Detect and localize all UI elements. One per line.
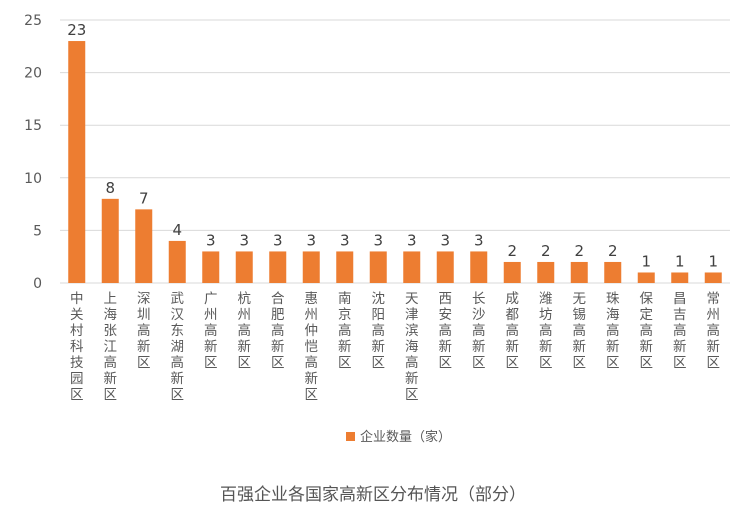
data-label: 7	[139, 189, 149, 207]
legend-label: 企业数量（家）	[360, 429, 451, 445]
bar	[403, 251, 421, 283]
category-label: 保定高新区	[640, 291, 654, 371]
data-label: 8	[105, 179, 115, 197]
data-labels: 23 8 7 4 3 3 3 3 3 3 3 3 3 2 2 2 2 1 1 1	[67, 21, 718, 270]
legend: 企业数量（家）	[346, 429, 451, 445]
bar	[537, 261, 555, 283]
category-label: 无锡高新区	[573, 291, 587, 371]
x-axis-categories: 中关村科技园区 上海张江高新区 深圳高新区 武汉东湖高新区 广州高新区 杭州高新区 合肥高新…	[70, 291, 720, 403]
category-label: 天津滨海高新区	[405, 291, 419, 403]
category-label: 武汉东湖高新区	[171, 291, 185, 403]
category-label: 杭州高新区	[238, 291, 252, 371]
y-tick-label: 25	[24, 13, 42, 29]
category-label: 深圳高新区	[137, 291, 151, 371]
bar	[235, 251, 253, 283]
category-label: 合肥高新区	[271, 291, 285, 371]
bar	[436, 251, 454, 283]
figure-caption: 百强企业各国家高新区分布情况（部分）	[220, 485, 526, 505]
data-label: 2	[574, 242, 584, 260]
category-label: 广州高新区	[204, 291, 218, 371]
bar	[604, 261, 622, 283]
data-label: 3	[273, 231, 283, 249]
bar	[336, 251, 354, 283]
y-tick-label: 10	[24, 171, 42, 187]
data-label: 3	[440, 231, 450, 249]
data-label: 1	[641, 252, 651, 270]
y-tick-label: 20	[24, 66, 42, 82]
data-label: 4	[172, 221, 182, 239]
gridlines	[60, 19, 730, 284]
data-label: 3	[474, 231, 484, 249]
data-label: 3	[206, 231, 216, 249]
bar	[168, 240, 186, 283]
category-label: 昌吉高新区	[673, 291, 687, 371]
bar	[503, 261, 521, 283]
data-label: 23	[67, 21, 86, 39]
bar	[101, 198, 119, 283]
bar	[302, 251, 320, 283]
data-label: 3	[373, 231, 383, 249]
bar-chart: 0 5 10 15 20 25 23 8 7 4 3 3 3 3 3 3 3 3 3 2 2 2 2 1 1 1 中关村科技园区…	[24, 13, 730, 445]
bar	[135, 209, 153, 283]
bar	[202, 251, 220, 283]
bar	[704, 272, 722, 283]
y-axis: 0 5 10 15 20 25	[24, 13, 42, 292]
data-label: 1	[708, 252, 718, 270]
category-label: 上海张江高新区	[104, 291, 118, 403]
category-label: 成都高新区	[506, 291, 520, 371]
bar	[68, 41, 86, 283]
y-tick-label: 5	[33, 223, 42, 239]
category-label: 沈阳高新区	[372, 291, 386, 371]
bar	[671, 272, 689, 283]
data-label: 3	[340, 231, 350, 249]
bars	[68, 41, 722, 283]
data-label: 2	[608, 242, 618, 260]
data-label: 1	[675, 252, 685, 270]
category-label: 南京高新区	[338, 291, 352, 371]
legend-swatch	[346, 432, 355, 441]
bar	[269, 251, 287, 283]
category-label: 长沙高新区	[472, 291, 486, 371]
y-tick-label: 15	[24, 118, 42, 134]
category-label: 西安高新区	[439, 291, 453, 371]
data-label: 3	[239, 231, 249, 249]
category-label: 潍坊高新区	[539, 291, 553, 371]
category-label: 中关村科技园区	[70, 291, 84, 403]
data-label: 2	[541, 242, 551, 260]
bar	[369, 251, 387, 283]
bar	[470, 251, 488, 283]
data-label: 3	[407, 231, 417, 249]
category-label: 惠州仲恺高新区	[305, 291, 319, 403]
data-label: 3	[306, 231, 316, 249]
data-label: 2	[507, 242, 517, 260]
category-label: 珠海高新区	[606, 291, 620, 371]
category-label: 常州高新区	[707, 291, 721, 371]
y-tick-label: 0	[33, 276, 42, 292]
bar	[637, 272, 655, 283]
bar	[570, 261, 588, 283]
